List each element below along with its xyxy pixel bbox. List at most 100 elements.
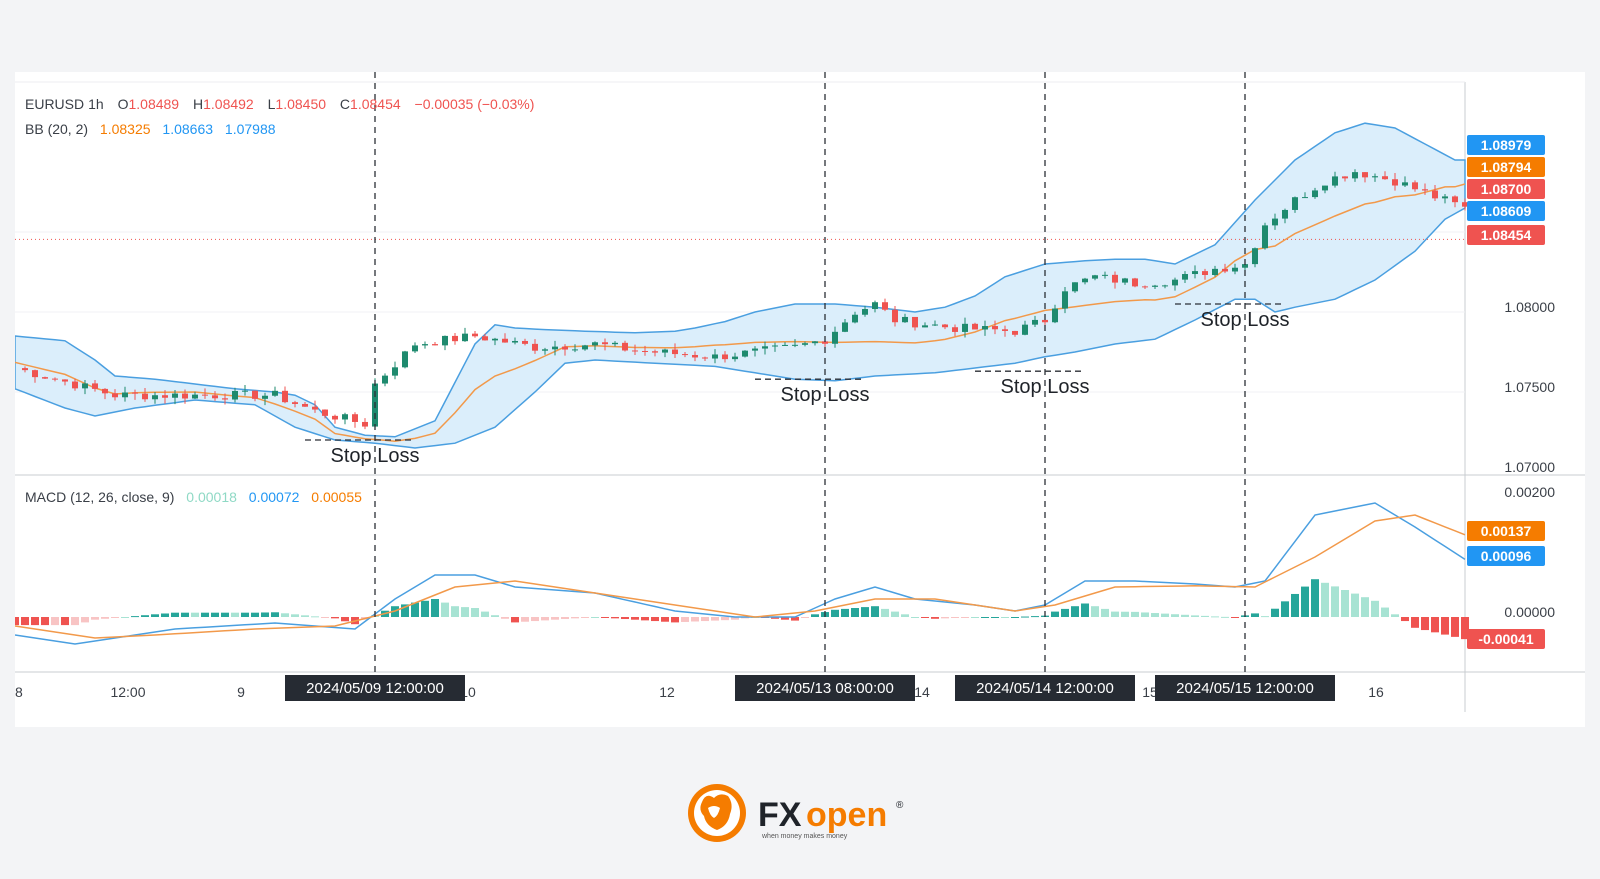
macd-histogram-bar [191, 612, 199, 617]
candle-body [92, 383, 98, 389]
y-tick-1-08000: 1.08000 [1504, 299, 1555, 315]
candle-body [582, 345, 588, 350]
brand-registered: ® [896, 800, 904, 811]
interval-label: 1h [88, 96, 104, 112]
candle-body [442, 335, 448, 346]
macd-histogram-bar [141, 615, 149, 617]
candle-body [1172, 279, 1178, 286]
trading-chart[interactable]: Stop Loss Stop Loss Stop Loss Stop Loss EUR… [11, 72, 1585, 727]
macd-histogram-bar [471, 608, 479, 617]
macd-histogram-bar [1051, 611, 1059, 617]
macd-histogram-bar [831, 609, 839, 617]
entry-markers [374, 72, 1246, 672]
candle-body [612, 342, 618, 345]
price-badge-bg [1467, 225, 1545, 245]
candle-body [1042, 319, 1048, 323]
candle-body [82, 383, 88, 389]
macd-histogram-bar [521, 617, 529, 622]
candle-body [1102, 274, 1108, 276]
date-badge-bg [955, 675, 1135, 701]
candle-body [462, 333, 468, 342]
price-badge-text: 1.08700 [1481, 181, 1532, 197]
macd-histogram-bar [531, 617, 539, 622]
macd-histogram-bar [1381, 607, 1389, 617]
x-tick-15: 15 [1142, 684, 1158, 700]
macd-histogram-bar [1291, 593, 1299, 617]
date-badge-bg [735, 675, 915, 701]
macd-histogram-bar [841, 608, 849, 617]
macd-histogram-bar [1141, 612, 1149, 617]
macd-histogram-bar [711, 617, 719, 621]
candle-body [1192, 271, 1198, 275]
price-badge-bg [1467, 157, 1545, 177]
candle-body [1342, 176, 1348, 179]
macd-histogram-bar [1461, 617, 1469, 640]
macd-histogram-bar [961, 617, 969, 618]
candle-body [1162, 285, 1168, 287]
candle-body [1362, 172, 1368, 178]
candle-body [1052, 308, 1058, 323]
candle-body [672, 349, 678, 355]
candle-body [1132, 278, 1138, 287]
candle-body [552, 346, 558, 350]
macd-signal-value: 0.00055 [311, 489, 362, 505]
candle-body [792, 344, 798, 346]
candle-body [72, 381, 78, 389]
macd-histogram-bar [1081, 603, 1089, 617]
candle-body [1422, 189, 1428, 191]
date-badge-bg [1155, 675, 1335, 701]
macd-histogram-bar [911, 617, 919, 618]
macd-histogram-bar [591, 617, 599, 618]
candle-body [1142, 286, 1148, 288]
candle-body [972, 323, 978, 330]
x-tick-14: 14 [914, 684, 930, 700]
price-badge-text: 1.08609 [1481, 203, 1532, 219]
macd-histogram-bar [321, 617, 329, 618]
macd-histogram-bar [481, 611, 489, 617]
macd-histogram-bar [431, 599, 439, 617]
macd-histogram-bar [281, 613, 289, 617]
price-badge-text: 1.08454 [1481, 227, 1532, 243]
candle-body [192, 394, 198, 399]
macd-histogram-bar [951, 617, 959, 618]
candle-body [1272, 218, 1278, 226]
macd-histogram-bar [1441, 617, 1449, 635]
candle-body [782, 344, 788, 346]
macd-badge-bg [1467, 629, 1545, 649]
macd-histogram-bar [1021, 616, 1029, 618]
macd-histogram-bar [1121, 611, 1129, 617]
macd-badge-text: 0.00137 [1481, 523, 1532, 539]
high-value: 1.08492 [203, 96, 254, 112]
candle-body [1442, 196, 1448, 199]
price-axis[interactable]: 1.08000 1.07500 1.07000 0.00200 0.00000 [1504, 299, 1555, 620]
macd-histogram-bar [1171, 614, 1179, 617]
macd-histogram-bar [1201, 615, 1209, 617]
candle-body [822, 341, 828, 344]
macd-histogram-bar [411, 602, 419, 617]
macd-histogram-bar [1321, 582, 1329, 617]
x-tick-16: 16 [1368, 684, 1384, 700]
y-tick-1-07500: 1.07500 [1504, 379, 1555, 395]
macd-histogram-bar [131, 616, 139, 618]
candle-body [282, 390, 288, 403]
candle-body [752, 348, 758, 351]
macd-histogram-bar [581, 617, 589, 618]
fxopen-logo[interactable]: FX open ® when money makes money [684, 778, 924, 848]
candle-body [1262, 225, 1268, 249]
macd-y-tick-0-00000: 0.00000 [1504, 604, 1555, 620]
stop-loss-label: Stop Loss [1201, 309, 1290, 331]
candle-body [712, 354, 718, 359]
macd-histogram-bar [611, 617, 619, 619]
macd-histogram-bar [211, 612, 219, 617]
macd-histogram-bar [1071, 606, 1079, 617]
macd-histogram-bar [1161, 613, 1169, 617]
candle-body [772, 345, 778, 347]
bull-emblem-icon [688, 784, 746, 842]
macd-histogram-bar [421, 600, 429, 617]
macd-histogram-bar [71, 617, 79, 626]
candle-body [172, 393, 178, 398]
macd-histogram-bar [881, 608, 889, 617]
macd-histogram-bar [61, 617, 69, 626]
macd-histogram-bar [231, 612, 239, 617]
macd-histogram-bar [1001, 617, 1009, 618]
